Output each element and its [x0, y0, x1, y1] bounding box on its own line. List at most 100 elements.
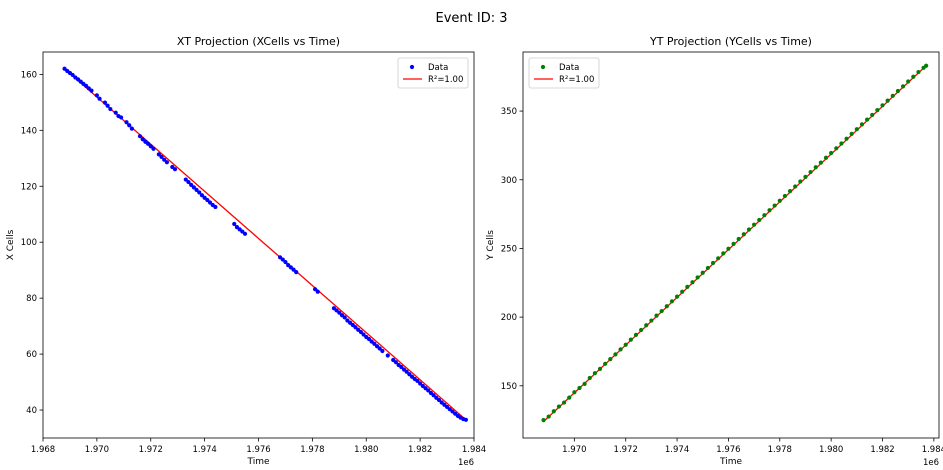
- data-point: [337, 310, 342, 315]
- data-point: [587, 375, 592, 381]
- y-tick-label: 160: [21, 70, 37, 80]
- data-point: [597, 366, 603, 372]
- data-point: [372, 341, 377, 346]
- plot-frame: [42, 51, 475, 439]
- data-points: [62, 66, 469, 422]
- data-point: [151, 146, 156, 151]
- legend-fit-label: R²=1.00: [428, 75, 463, 85]
- data-point: [741, 232, 746, 237]
- legend-fit-label: R²=1.00: [559, 75, 594, 85]
- data-point: [129, 126, 134, 131]
- data-point: [291, 267, 296, 272]
- plot-frame: [522, 51, 940, 439]
- data-point: [399, 364, 404, 370]
- y-tick-label: 250: [501, 244, 517, 254]
- data-point: [186, 179, 191, 185]
- x-tick-label: 1.978: [300, 445, 324, 455]
- data-point: [541, 418, 546, 423]
- x-tick-label: 1.984: [922, 445, 943, 455]
- data-point: [906, 79, 911, 84]
- y-tick-label: 350: [501, 107, 517, 117]
- data-point: [577, 385, 582, 391]
- data-point: [358, 329, 363, 335]
- data-point: [700, 270, 705, 275]
- data-point: [849, 131, 854, 136]
- data-point: [726, 246, 731, 251]
- data-point: [183, 177, 188, 182]
- data-point: [885, 98, 890, 103]
- data-point: [280, 257, 285, 262]
- y-tick-label: 200: [501, 313, 517, 323]
- data-point: [618, 347, 623, 352]
- y-tick-label: 120: [21, 182, 37, 192]
- data-point: [556, 404, 562, 409]
- data-point: [164, 160, 170, 165]
- data-point: [895, 88, 901, 94]
- data-point: [84, 83, 89, 88]
- data-point: [870, 112, 875, 118]
- data-points: [541, 63, 929, 423]
- data-point: [808, 169, 813, 175]
- data-point: [803, 174, 808, 179]
- data-point: [426, 388, 431, 393]
- y-axis-label: X Cells: [6, 229, 16, 260]
- data-point: [639, 327, 644, 333]
- data-point: [731, 241, 736, 247]
- data-point: [361, 332, 366, 337]
- data-point: [746, 227, 752, 232]
- y-tick-label: 80: [26, 294, 37, 304]
- data-point: [205, 197, 210, 203]
- data-point: [232, 221, 237, 227]
- data-point: [854, 127, 859, 132]
- data-point: [70, 72, 75, 78]
- data-point: [613, 352, 618, 357]
- legend: Data R²=1.00: [397, 57, 469, 89]
- y-tick-label: 140: [21, 126, 37, 136]
- x-scale-note: 1e6: [458, 458, 474, 468]
- y-tick-label: 150: [501, 382, 517, 392]
- data-point: [194, 187, 199, 192]
- data-point: [875, 108, 880, 113]
- x-tick-label: 1.976: [716, 445, 740, 455]
- xt-projection-axes: XT Projection (XCells vs Time) 1.968 1.970…: [6, 35, 486, 468]
- data-point: [608, 357, 613, 362]
- data-point: [377, 346, 382, 351]
- data-point: [312, 287, 318, 292]
- legend-data-label: Data: [559, 63, 579, 73]
- x-axis-label: Time: [719, 457, 742, 467]
- x-axis-label: Time: [246, 457, 269, 467]
- legend-data-marker: [409, 64, 415, 70]
- data-point: [418, 381, 423, 386]
- data-point: [880, 103, 885, 108]
- data-point: [772, 203, 777, 208]
- data-point: [900, 84, 906, 89]
- x-tick-label: 1.984: [462, 445, 486, 455]
- data-point: [623, 342, 628, 347]
- data-point: [752, 222, 757, 227]
- data-point: [859, 122, 865, 127]
- data-point: [705, 265, 710, 271]
- y-tick-label: 300: [501, 176, 517, 186]
- data-point: [137, 134, 143, 139]
- legend-box: [528, 57, 600, 89]
- data-point: [654, 313, 659, 318]
- data-point: [213, 204, 218, 210]
- data-point: [172, 167, 178, 172]
- legend-data-label: Data: [428, 63, 448, 73]
- data-point: [782, 193, 788, 199]
- chart-title: XT Projection (XCells vs Time): [177, 35, 340, 48]
- data-point: [124, 120, 129, 125]
- data-point: [145, 141, 151, 146]
- data-point: [839, 141, 844, 146]
- data-point: [716, 256, 721, 261]
- data-point: [431, 393, 436, 398]
- data-point: [105, 103, 110, 108]
- data-point: [644, 323, 649, 328]
- data-point: [366, 336, 372, 342]
- data-point: [113, 110, 118, 115]
- data-point: [561, 400, 567, 405]
- y-tick-label: 40: [26, 406, 37, 416]
- data-point: [197, 190, 202, 195]
- data-point: [385, 353, 390, 358]
